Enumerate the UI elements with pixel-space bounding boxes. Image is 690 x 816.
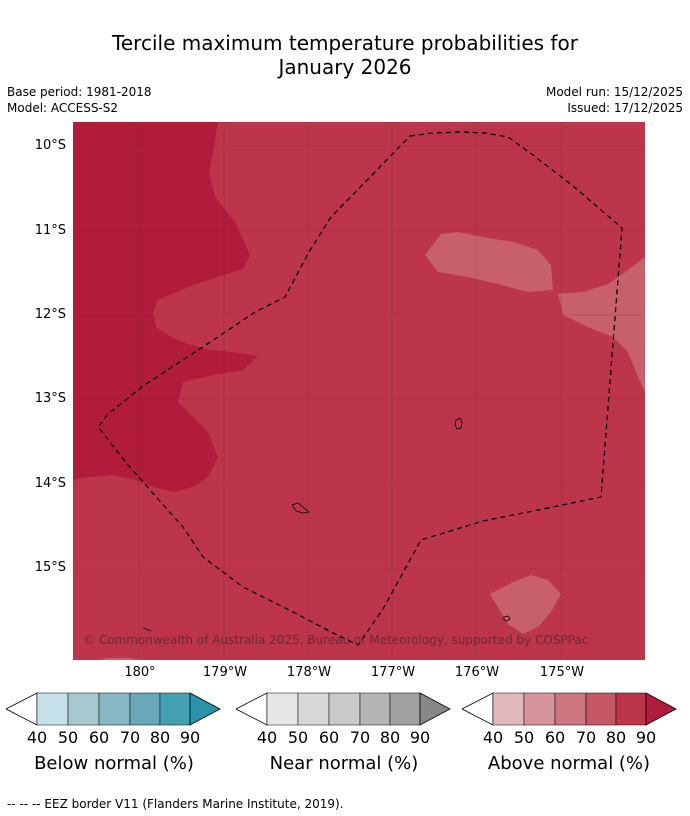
lon-label-176w: 176°W (454, 665, 500, 680)
colorbar-below-normal (6, 692, 221, 726)
colorbar-above-normal (462, 692, 677, 726)
base-period: Base period: 1981-2018 (7, 85, 152, 99)
tick: 90 (635, 728, 657, 747)
tick: 40 (26, 728, 48, 747)
meta-left: Base period: 1981-2018 Model: ACCESS-S2 (7, 84, 152, 116)
lon-label-175w: 175°W (539, 665, 585, 680)
island-4 (142, 627, 152, 632)
colorbar-near-label: Near normal (%) (269, 753, 419, 774)
lon-label-180: 180° (124, 665, 156, 680)
cb-near-arrow-high (419, 692, 451, 726)
meta-right: Model run: 15/12/2025 Issued: 17/12/2025 (546, 84, 683, 116)
cb-below-arrow-low (6, 692, 38, 726)
tick: 60 (544, 728, 566, 747)
lon-label-179w: 179°W (202, 665, 248, 680)
cb-below-60 (98, 692, 131, 726)
lat-label-12s: 12°S (34, 307, 66, 322)
island-2 (291, 502, 310, 514)
cb-near-50 (297, 692, 330, 726)
lat-label-10s: 10°S (34, 138, 66, 153)
region-above-70-corner (98, 658, 143, 660)
cb-near-80 (389, 692, 421, 726)
cb-near-40 (266, 692, 299, 726)
region-above-70-south (490, 575, 561, 634)
tick: 70 (575, 728, 597, 747)
model-run: Model run: 15/12/2025 (545, 85, 683, 99)
region-above-70-east-2 (558, 257, 645, 392)
chart-title: Tercile maximum temperature probabilitie… (0, 31, 690, 79)
cb-near-60 (328, 692, 361, 726)
tick: 70 (349, 728, 371, 747)
island-3 (503, 615, 511, 622)
graticule (73, 122, 645, 660)
region-above-90-west (73, 122, 258, 492)
tick: 60 (318, 728, 340, 747)
colorbar-below-label: Below normal (%) (34, 753, 194, 774)
tick: 50 (287, 728, 309, 747)
tick: 90 (179, 728, 201, 747)
lon-label-178w: 178°W (286, 665, 332, 680)
lat-label-14s: 14°S (34, 476, 66, 491)
cb-below-50 (67, 692, 100, 726)
tick: 80 (605, 728, 627, 747)
tick: 50 (513, 728, 535, 747)
cb-below-70 (129, 692, 161, 726)
title-line-1: Tercile maximum temperature probabilitie… (112, 31, 578, 55)
tick: 80 (149, 728, 171, 747)
tick: 40 (256, 728, 278, 747)
tick: 90 (409, 728, 431, 747)
cb-above-40 (492, 692, 525, 726)
cb-above-50 (523, 692, 556, 726)
tick: 40 (482, 728, 504, 747)
lat-label-13s: 13°S (34, 391, 66, 406)
cb-below-80 (159, 692, 191, 726)
region-above-70-east-1 (425, 232, 553, 292)
colorbar-above-label: Above normal (%) (487, 753, 651, 774)
tick: 50 (57, 728, 79, 747)
lon-label-177w: 177°W (370, 665, 416, 680)
cb-above-70 (585, 692, 617, 726)
colorbar-near-normal (236, 692, 451, 726)
tick: 60 (88, 728, 110, 747)
cb-above-80 (615, 692, 647, 726)
cb-near-70 (359, 692, 391, 726)
model-name: Model: ACCESS-S2 (7, 101, 119, 115)
eez-border (97, 131, 623, 646)
island-1 (454, 417, 463, 430)
cb-above-arrow-low (462, 692, 494, 726)
cb-near-arrow-low (236, 692, 268, 726)
tick: 70 (119, 728, 141, 747)
lat-label-15s: 15°S (34, 560, 66, 575)
tick: 80 (379, 728, 401, 747)
cb-below-40 (36, 692, 69, 726)
title-line-2: January 2026 (278, 55, 412, 79)
issued-date: Issued: 17/12/2025 (567, 101, 683, 115)
eez-footnote: -- -- -- EEZ border V11 (Flanders Marine… (7, 797, 344, 811)
cb-above-arrow-high (645, 692, 677, 726)
copyright-notice: © Commonwealth of Australia 2025, Bureau… (83, 633, 589, 647)
lat-label-11s: 11°S (34, 223, 66, 238)
probability-map (73, 122, 645, 660)
cb-below-arrow-high (189, 692, 221, 726)
cb-above-60 (554, 692, 587, 726)
